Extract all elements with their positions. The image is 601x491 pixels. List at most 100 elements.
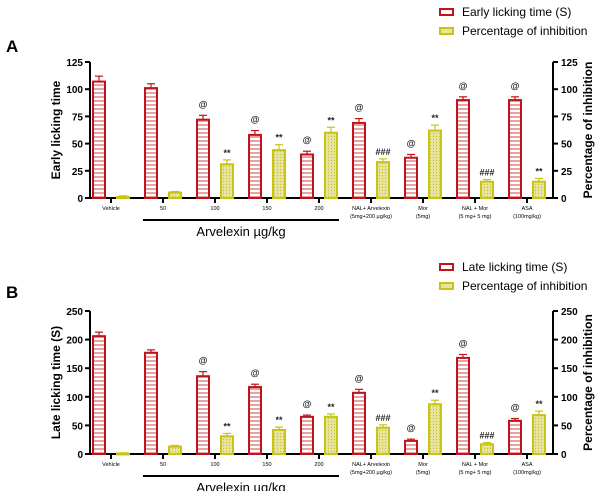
significance-label: ** — [431, 113, 439, 123]
significance-label: ** — [535, 399, 543, 409]
y-tick-label-left: 75 — [72, 112, 84, 123]
significance-label: ### — [479, 168, 494, 178]
significance-label: ** — [275, 415, 283, 425]
x-tick-label: ASA — [521, 462, 532, 468]
x-tick-label: (5mg+200 µg/kg) — [350, 470, 392, 476]
bar-series-2 — [532, 180, 546, 199]
significance-label: @ — [199, 356, 208, 366]
significance-label: ** — [327, 115, 335, 125]
significance-label: @ — [459, 338, 468, 348]
bar-series-2 — [480, 443, 494, 456]
bar-series-2 — [220, 435, 234, 456]
y-tick-label-right: 75 — [561, 112, 573, 123]
significance-label: @ — [303, 135, 312, 145]
x-tick-label: 100 — [210, 462, 219, 468]
bar-series-2 — [324, 415, 338, 456]
x-tick-label: (100mg/kg) — [513, 470, 541, 476]
significance-label: ### — [479, 431, 494, 441]
x-tick-label: 200 — [314, 206, 323, 212]
y-tick-label-right: 0 — [561, 194, 567, 205]
y-tick-label-right: 125 — [561, 58, 578, 69]
x-tick-label: 200 — [314, 462, 323, 468]
bar-series-1 — [508, 419, 522, 456]
bar-series-1 — [508, 99, 522, 199]
bar-series-1 — [456, 356, 470, 455]
significance-label: @ — [355, 373, 364, 383]
significance-label: ### — [375, 147, 390, 157]
y-tick-label-right: 50 — [561, 421, 573, 432]
bar-series-1 — [352, 121, 366, 199]
y-tick-label-left: 100 — [66, 393, 83, 404]
y-tick-label-left: 0 — [77, 450, 83, 461]
significance-label: @ — [407, 423, 416, 433]
x-tick-label: Mor — [418, 206, 428, 212]
significance-label: @ — [251, 368, 260, 378]
y-tick-label-left: 50 — [72, 421, 84, 432]
y-tick-label-left: 250 — [66, 307, 83, 318]
panel-letter: B — [6, 283, 18, 302]
bar-series-1 — [92, 335, 106, 455]
x-tick-label: (5 mg+ 5 mg) — [459, 214, 492, 220]
x-tick-label: NAL + Mor — [462, 462, 488, 468]
bar-series-2 — [532, 414, 546, 456]
x-tick-label: NAL+ Arvelexin — [352, 206, 390, 212]
y-tick-label-left: 25 — [72, 167, 84, 178]
x-tick-label: (5 mg+ 5 mg) — [459, 470, 492, 476]
x-tick-label: ASA — [521, 206, 532, 212]
y-tick-label-right: 100 — [561, 393, 578, 404]
bar-series-2 — [480, 180, 494, 199]
y-tick-label-right: 100 — [561, 85, 578, 96]
y-tick-label-left: 125 — [66, 58, 83, 69]
significance-label: @ — [511, 403, 520, 413]
bar-series-2 — [272, 428, 286, 456]
y-tick-label-right: 0 — [561, 450, 567, 461]
significance-label: ** — [223, 421, 231, 431]
y-tick-label-right: 200 — [561, 336, 578, 347]
y-tick-label-left: 200 — [66, 336, 83, 347]
y-axis-title-left: Early licking time — [49, 80, 63, 179]
legend-label: Percentage of inhibition — [462, 24, 587, 38]
y-tick-label-left: 50 — [72, 140, 84, 151]
y-tick-label-left: 0 — [77, 194, 83, 205]
bar-series-2 — [272, 149, 286, 200]
bar-series-2 — [324, 131, 338, 199]
x-tick-label: Vehicle — [102, 206, 120, 212]
bar-series-2 — [116, 452, 130, 456]
x-tick-label: Mor — [418, 462, 428, 468]
panel-letter: A — [6, 37, 18, 56]
bar-series-1 — [404, 156, 418, 200]
bar-series-1 — [248, 133, 262, 199]
x-tick-label: (100mg/kg) — [513, 214, 541, 220]
bar-series-1 — [404, 439, 418, 455]
y-axis-title-right: Percentage of inhibition — [581, 62, 595, 199]
x-tick-label: NAL + Mor — [462, 206, 488, 212]
x-tick-label: (5mg) — [416, 214, 431, 220]
legend-label: Late licking time (S) — [462, 260, 567, 274]
legend-swatch — [439, 282, 454, 290]
bar-series-1 — [456, 99, 470, 199]
legend-label: Early licking time (S) — [462, 5, 571, 19]
bar-series-1 — [196, 375, 210, 456]
legend-swatch — [439, 8, 454, 16]
y-tick-label-left: 150 — [66, 364, 83, 375]
bar-series-1 — [144, 351, 158, 456]
group-label: Arvelexin µg/kg — [196, 224, 285, 239]
legend-swatch — [439, 27, 454, 35]
bar-series-2 — [428, 403, 442, 455]
legend-label: Percentage of inhibition — [462, 279, 587, 293]
significance-label: ** — [223, 148, 231, 158]
bar-series-1 — [352, 391, 366, 455]
x-tick-label: 150 — [262, 206, 271, 212]
significance-label: @ — [459, 81, 468, 91]
significance-label: ** — [327, 402, 335, 412]
x-tick-label: 150 — [262, 462, 271, 468]
x-tick-label: NAL+ Arvelexin — [352, 462, 390, 468]
y-axis-title-right: Percentage of inhibition — [581, 314, 595, 451]
bar-series-1 — [300, 415, 314, 456]
significance-label: ** — [431, 388, 439, 398]
bar-series-1 — [248, 386, 262, 455]
y-tick-label-right: 250 — [561, 307, 578, 318]
x-tick-label: (5mg) — [416, 470, 431, 476]
